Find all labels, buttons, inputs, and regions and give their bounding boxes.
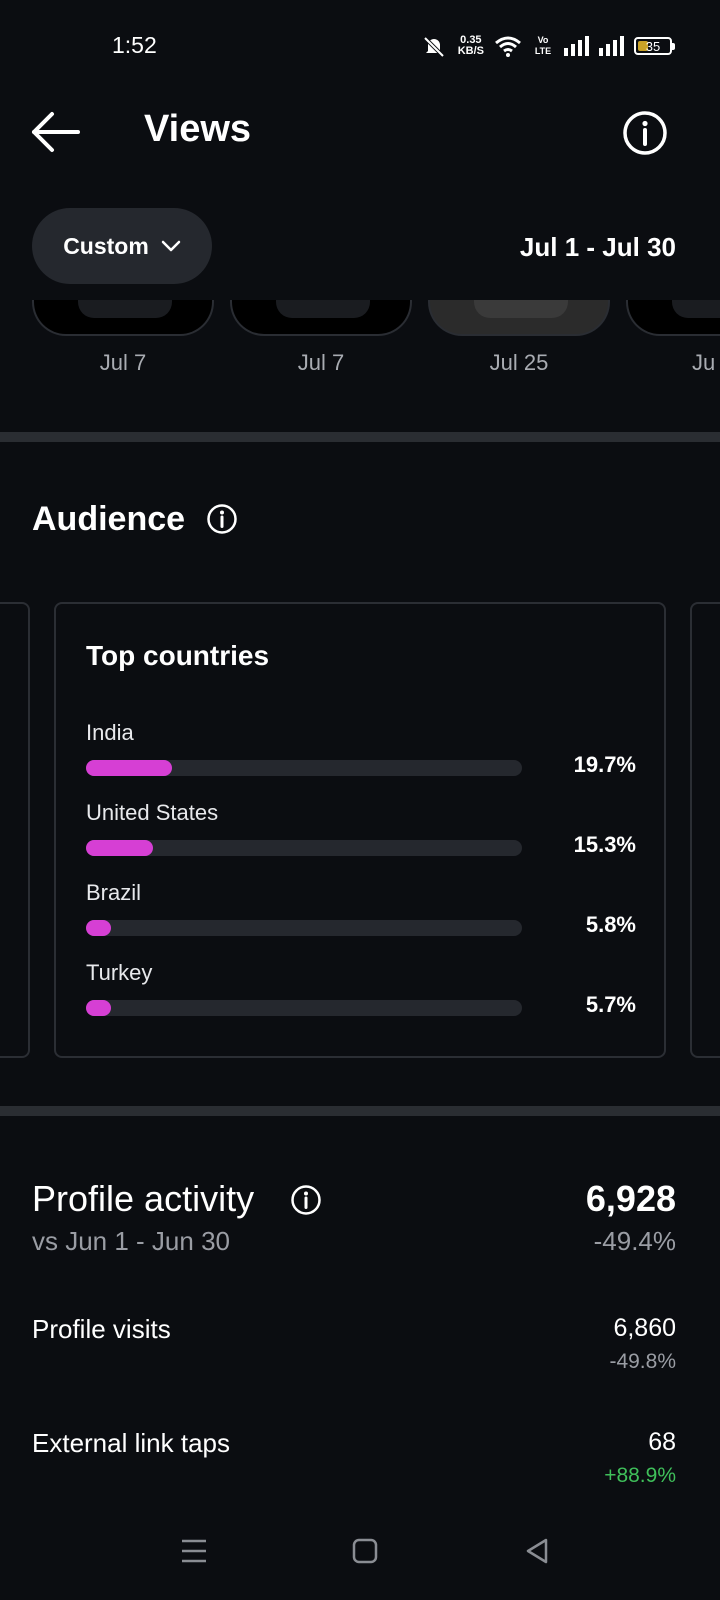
- country-bar-track: [86, 760, 522, 776]
- card-title: Top countries: [86, 640, 270, 671]
- metric-change-external-link-taps: +88.9%: [604, 1464, 676, 1487]
- country-row: Turkey 5.7%: [86, 960, 636, 1030]
- profile-activity-total: 6,928: [585, 1178, 676, 1219]
- metric-value-external-link-taps: 68: [648, 1428, 676, 1456]
- country-row: India 19.7%: [86, 720, 636, 790]
- info-icon[interactable]: [622, 110, 668, 156]
- country-name: Brazil: [86, 880, 142, 905]
- profile-activity-info-icon[interactable]: [290, 1184, 322, 1216]
- metric-change-profile-visits: -49.8%: [609, 1350, 676, 1373]
- chevron-down-icon: [161, 240, 181, 252]
- country-name: India: [86, 720, 134, 745]
- country-name: Turkey: [86, 960, 153, 985]
- thumbnail-date: Jul 7: [297, 350, 345, 375]
- country-percent: 5.8%: [585, 912, 636, 937]
- home-nav-icon[interactable]: [352, 1538, 378, 1564]
- country-bar-track: [86, 840, 522, 856]
- metric-value-profile-visits: 6,860: [613, 1314, 676, 1342]
- wifi-icon: [495, 36, 521, 57]
- status-time: 1:52: [112, 32, 157, 58]
- comparison-period: vs Jun 1 - Jun 30: [32, 1226, 230, 1256]
- signal-icon: [564, 36, 589, 56]
- country-bar-fill: [86, 760, 172, 776]
- thumbnail-item[interactable]: [626, 300, 720, 336]
- status-icons: 0.35 KB/S Vo LTE 35: [420, 34, 675, 58]
- volte-label: Vo LTE: [534, 35, 552, 56]
- next-card[interactable]: [690, 602, 720, 1058]
- profile-activity-change: -49.4%: [593, 1226, 676, 1256]
- menu-nav-icon[interactable]: [180, 1538, 208, 1564]
- battery-icon: 35: [634, 37, 675, 55]
- date-range-label: Jul 1 - Jul 30: [519, 232, 676, 262]
- thumbnail-item[interactable]: [428, 300, 610, 336]
- metric-label-profile-visits: Profile visits: [32, 1314, 171, 1344]
- thumbnail-date: Ju: [692, 350, 716, 375]
- content-thumbnails: Jul 7 Jul 7 Jul 25 Ju: [0, 300, 720, 390]
- dropdown-label: Custom: [63, 232, 149, 259]
- country-name: United States: [86, 800, 219, 825]
- country-bar-fill: [86, 920, 112, 936]
- audience-info-icon[interactable]: [206, 503, 238, 535]
- net-speed: 0.35 KB/S: [457, 34, 484, 57]
- profile-activity-title: Profile activity: [32, 1178, 255, 1219]
- section-divider: [0, 432, 720, 442]
- country-bar-track: [86, 920, 522, 936]
- back-nav-icon[interactable]: [524, 1538, 550, 1564]
- country-bar-track: [86, 1000, 522, 1016]
- top-countries-card: Top countries India 19.7% United States …: [54, 602, 666, 1058]
- metric-label-external-link-taps: External link taps: [32, 1428, 230, 1458]
- section-divider: [0, 1106, 720, 1116]
- mute-icon: [423, 36, 445, 58]
- date-range-dropdown[interactable]: Custom: [32, 208, 212, 284]
- country-row: United States 15.3%: [86, 800, 636, 870]
- thumbnail-item[interactable]: [32, 300, 214, 336]
- previous-card[interactable]: [0, 602, 30, 1058]
- thumbnail-date: Jul 7: [99, 350, 147, 375]
- signal-icon-2: [599, 36, 624, 56]
- country-bar-fill: [86, 1000, 111, 1016]
- back-arrow-icon[interactable]: [30, 110, 82, 154]
- thumbnail-date: Jul 25: [489, 350, 549, 375]
- country-percent: 15.3%: [573, 832, 636, 857]
- page-title: Views: [144, 108, 252, 150]
- country-percent: 5.7%: [585, 992, 636, 1017]
- country-row: Brazil 5.8%: [86, 880, 636, 950]
- country-percent: 19.7%: [573, 752, 636, 777]
- country-bar-fill: [86, 840, 153, 856]
- audience-title: Audience: [32, 500, 186, 538]
- thumbnail-item[interactable]: [230, 300, 412, 336]
